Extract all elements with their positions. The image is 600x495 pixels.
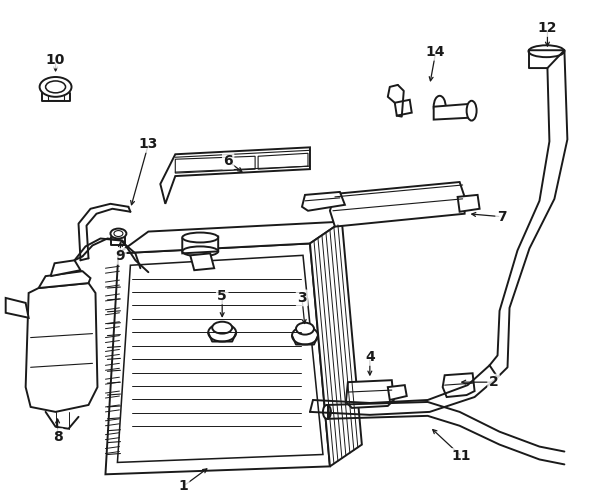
Ellipse shape <box>182 233 218 243</box>
Polygon shape <box>443 373 475 397</box>
Text: 1: 1 <box>178 479 188 493</box>
Text: 5: 5 <box>217 289 227 303</box>
Polygon shape <box>160 148 310 204</box>
Text: 11: 11 <box>452 449 472 463</box>
Text: 3: 3 <box>297 291 307 305</box>
Polygon shape <box>310 222 362 466</box>
Text: 14: 14 <box>426 45 445 59</box>
Ellipse shape <box>296 323 314 335</box>
Polygon shape <box>50 260 80 276</box>
Polygon shape <box>388 385 407 400</box>
Polygon shape <box>330 182 464 227</box>
Text: 12: 12 <box>538 21 557 36</box>
Text: 4: 4 <box>365 350 375 364</box>
Ellipse shape <box>208 324 236 342</box>
Polygon shape <box>458 195 479 212</box>
Ellipse shape <box>110 229 127 239</box>
Ellipse shape <box>529 45 565 57</box>
Text: 10: 10 <box>46 53 65 67</box>
Polygon shape <box>190 253 214 270</box>
Polygon shape <box>434 104 472 120</box>
Ellipse shape <box>212 322 232 334</box>
Text: 6: 6 <box>223 154 233 168</box>
Polygon shape <box>395 100 412 116</box>
Text: 8: 8 <box>53 430 62 444</box>
Polygon shape <box>5 298 29 318</box>
Ellipse shape <box>323 405 331 419</box>
Polygon shape <box>38 271 91 288</box>
Ellipse shape <box>292 327 318 345</box>
Text: 2: 2 <box>488 375 499 389</box>
Polygon shape <box>302 192 345 211</box>
Text: 13: 13 <box>139 138 158 151</box>
Text: 7: 7 <box>497 210 506 224</box>
Polygon shape <box>118 222 342 253</box>
Ellipse shape <box>467 101 476 121</box>
Ellipse shape <box>434 96 446 118</box>
Polygon shape <box>182 237 218 253</box>
Text: 9: 9 <box>116 249 125 263</box>
Polygon shape <box>26 283 97 412</box>
Ellipse shape <box>40 77 71 97</box>
Polygon shape <box>106 244 330 474</box>
Polygon shape <box>346 380 394 408</box>
